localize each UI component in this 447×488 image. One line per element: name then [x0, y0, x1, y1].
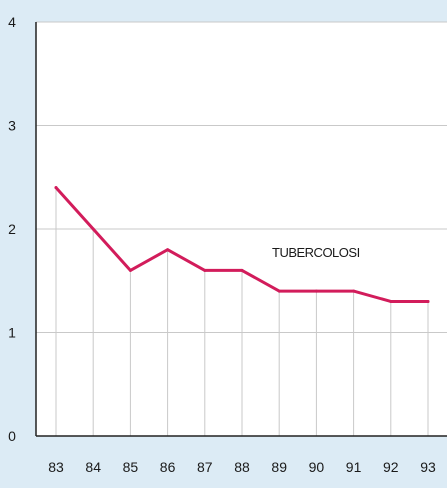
y-tick-label-3: 3	[8, 118, 16, 134]
y-tick-label-4: 4	[8, 14, 16, 30]
x-tick-label-88: 88	[234, 459, 250, 475]
horizontal-gridlines	[36, 21, 447, 333]
data-point-89	[277, 289, 281, 293]
x-tick-label-86: 86	[160, 459, 176, 475]
x-tick-label-85: 85	[123, 459, 139, 475]
data-point-84	[91, 227, 95, 231]
x-tick-label-83: 83	[48, 459, 64, 475]
series-group	[54, 186, 430, 303]
x-tick-label-89: 89	[271, 459, 287, 475]
y-tick-label-2: 2	[8, 221, 16, 237]
x-tick-label-91: 91	[346, 459, 362, 475]
x-tick-label-87: 87	[197, 459, 213, 475]
data-point-88	[240, 268, 244, 272]
data-point-92	[389, 299, 393, 303]
data-point-85	[128, 268, 132, 272]
data-point-91	[352, 289, 356, 293]
x-tick-label-90: 90	[309, 459, 325, 475]
x-tick-label-84: 84	[85, 459, 101, 475]
data-point-87	[203, 268, 207, 272]
y-tick-label-1: 1	[8, 325, 16, 341]
data-point-86	[166, 248, 170, 252]
axes	[35, 22, 447, 437]
data-point-83	[54, 186, 58, 190]
x-axis-ticks: 83 84 85 86 87 88 89 90 91 92 93	[48, 459, 436, 475]
data-point-90	[314, 289, 318, 293]
y-axis-ticks: 0 1 2 3 4	[8, 14, 16, 444]
data-point-93	[426, 299, 430, 303]
annotation-tubercolosi: TUBERCOLOSI	[272, 245, 360, 260]
x-tick-label-92: 92	[383, 459, 399, 475]
y-tick-label-0: 0	[8, 428, 16, 444]
x-tick-label-93: 93	[420, 459, 436, 475]
